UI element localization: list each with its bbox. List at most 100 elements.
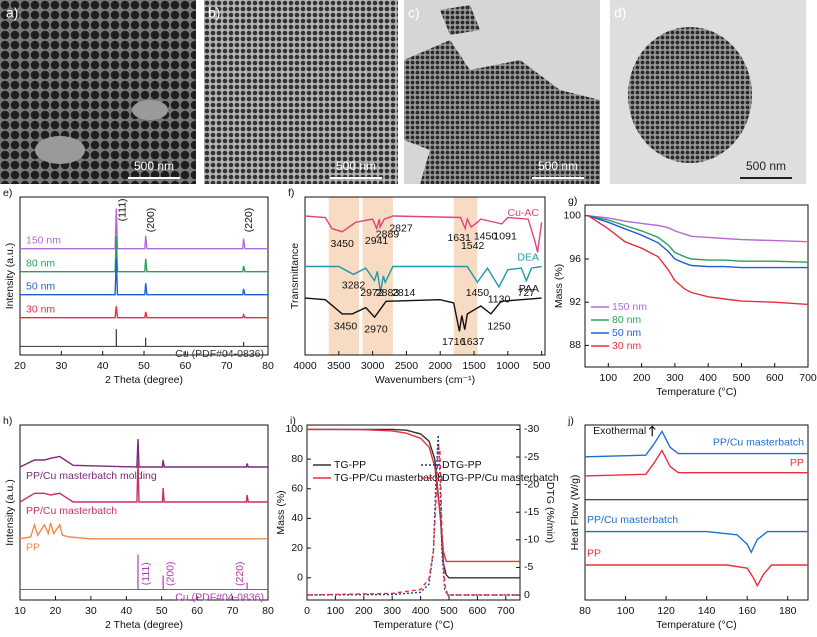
y2-tick-label: -20 xyxy=(524,478,539,490)
annotation: 1637 xyxy=(461,336,485,348)
series-line xyxy=(19,461,268,503)
micrograph-c: c) 500 nm xyxy=(404,0,600,184)
series-label: DEA xyxy=(517,251,539,263)
x-tick-label: 600 xyxy=(469,605,487,617)
x-tick-label: 40 xyxy=(120,605,132,617)
series-line xyxy=(584,449,808,477)
micrograph-a: a) 500 nm xyxy=(0,0,196,184)
series-line xyxy=(588,215,808,269)
panel-label: h) xyxy=(3,415,12,427)
x-tick-label: 500 xyxy=(533,360,551,372)
annotation: (200) xyxy=(165,561,177,586)
x-axis-label: Temperature (°C) xyxy=(373,619,454,631)
annotation: 3282 xyxy=(342,279,366,291)
annotation: Exothermal xyxy=(593,425,646,437)
x-tick-label: 50 xyxy=(138,360,150,372)
series-label: Cu-AC xyxy=(507,207,539,219)
x-tick-label: 2500 xyxy=(395,360,419,372)
annotation: 1542 xyxy=(461,240,485,252)
series-line xyxy=(20,258,268,296)
x-tick-label: 30 xyxy=(85,605,97,617)
annotation: 2889 xyxy=(376,229,400,241)
y-tick-label: 80 xyxy=(291,453,303,465)
x-tick-label: 500 xyxy=(733,372,751,384)
x-axis-label: Temperature (°C) xyxy=(656,619,737,631)
y-tick-label: 88 xyxy=(569,339,581,351)
series-line xyxy=(305,265,542,292)
x-tick-label: 60 xyxy=(179,360,191,372)
x-tick-label: 180 xyxy=(779,605,797,617)
x-tick-label: 1000 xyxy=(496,360,520,372)
annotation: 1716 xyxy=(442,336,466,348)
x-tick-label: 100 xyxy=(327,605,345,617)
series-label: PP xyxy=(26,542,40,554)
series-label: 150 nm xyxy=(26,234,61,246)
series-label: 30 nm xyxy=(26,303,55,315)
x-tick-label: 4000 xyxy=(293,360,317,372)
x-tick-label: 80 xyxy=(579,605,591,617)
y-tick-label: 92 xyxy=(569,296,581,308)
annotation: 3450 xyxy=(334,320,358,332)
legend-label: 30 nm xyxy=(612,340,641,352)
x-axis-label: 2 Theta (degree) xyxy=(105,619,183,631)
scale-bar-label: 500 nm xyxy=(746,159,786,173)
annotation: (220) xyxy=(243,208,255,233)
series-line xyxy=(20,235,268,273)
annotation: PP/Cu masterbatch xyxy=(713,436,804,448)
series-line xyxy=(307,428,520,579)
y-tick-label: 20 xyxy=(291,542,303,554)
panel-label: a) xyxy=(6,5,18,21)
series-line xyxy=(584,429,808,458)
legend-label: 50 nm xyxy=(612,327,641,339)
y-tick-label: 100 xyxy=(285,423,303,435)
x-tick-label: 2000 xyxy=(429,360,453,372)
series-line xyxy=(588,215,809,263)
annotation: PP xyxy=(790,457,804,469)
x-tick-label: 80 xyxy=(262,360,274,372)
x-tick-label: 200 xyxy=(633,372,651,384)
x-tick-label: 300 xyxy=(383,605,401,617)
micrograph-d: d) 500 nm xyxy=(610,0,806,184)
x-tick-label: 300 xyxy=(666,372,684,384)
x-tick-label: 120 xyxy=(657,605,675,617)
annotation: PP xyxy=(587,548,601,560)
series-label: PP/Cu masterbatch molding xyxy=(26,470,157,482)
legend-label: 150 nm xyxy=(612,301,647,313)
x-axis-label: 2 Theta (degree) xyxy=(105,374,183,386)
legend-label: 80 nm xyxy=(612,314,641,326)
x-tick-label: 3500 xyxy=(327,360,351,372)
series-line xyxy=(585,564,808,588)
annotation-arrow xyxy=(648,425,656,437)
scale-bar-label: 500 nm xyxy=(336,159,376,173)
annotation: 727 xyxy=(518,287,536,299)
annotation: 2883 xyxy=(376,287,400,299)
plot-frame xyxy=(306,424,521,601)
series-line xyxy=(587,215,809,306)
micrograph-b: b) 500 nm xyxy=(204,0,398,184)
series-line xyxy=(19,522,268,540)
panel-label: i) xyxy=(290,415,296,427)
annotation: (220) xyxy=(234,561,246,586)
y2-tick-label: -25 xyxy=(524,451,539,463)
annotation: 1130 xyxy=(488,293,511,305)
x-tick-label: 50 xyxy=(156,605,168,617)
x-tick-label: 700 xyxy=(799,372,817,384)
annotation: (200) xyxy=(145,208,157,233)
series-line xyxy=(19,438,268,468)
legend-label: TG-PP/Cu masterbatch xyxy=(334,472,443,484)
y2-tick-label: 0 xyxy=(524,589,530,601)
reference-label: Cu (PDF#04-0836) xyxy=(175,348,264,360)
panel-label: g) xyxy=(568,195,577,207)
scale-bar-label: 500 nm xyxy=(134,159,174,173)
series-line xyxy=(307,428,520,563)
annotation: 1450 xyxy=(474,230,498,242)
x-tick-label: 80 xyxy=(262,605,274,617)
x-tick-label: 30 xyxy=(55,360,67,372)
annotation: 1091 xyxy=(493,230,517,242)
band xyxy=(453,197,478,355)
series-line xyxy=(20,306,268,319)
annotation: 2941 xyxy=(365,235,389,247)
x-tick-label: 1500 xyxy=(462,360,486,372)
x-tick-label: 200 xyxy=(355,605,373,617)
series-line xyxy=(306,434,520,596)
